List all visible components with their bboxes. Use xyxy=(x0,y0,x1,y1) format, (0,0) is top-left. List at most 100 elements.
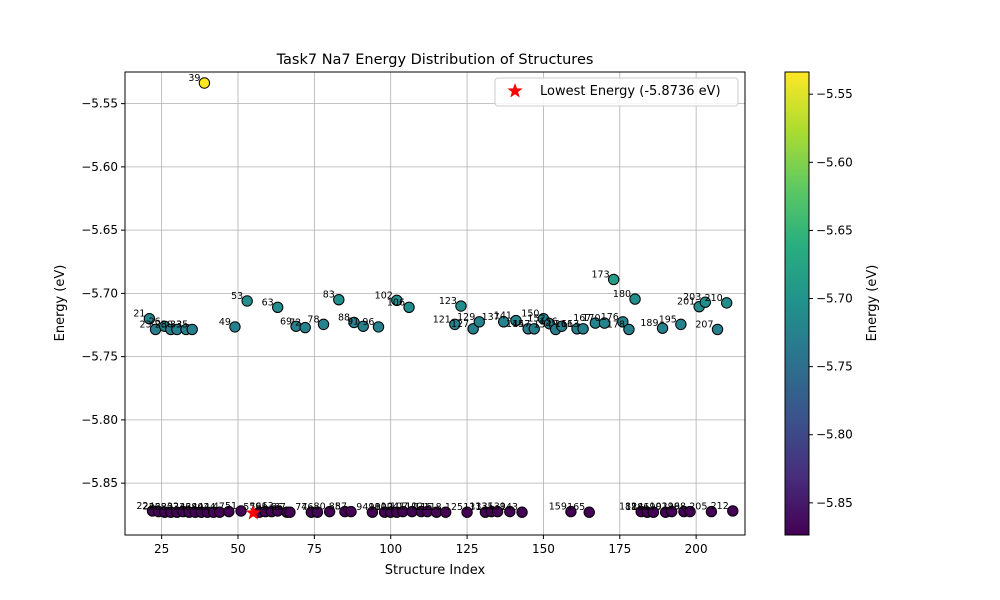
point-label: 115 xyxy=(414,502,432,513)
point-label: 104 xyxy=(381,502,399,513)
x-tick-label: 200 xyxy=(685,542,708,556)
data-points xyxy=(143,77,739,518)
point-label: 121 xyxy=(433,314,451,325)
point-label: 106 xyxy=(387,297,405,308)
point-label: 28 xyxy=(155,319,167,330)
data-point xyxy=(516,506,528,518)
point-label: 141 xyxy=(494,311,512,322)
legend-star-icon xyxy=(507,83,523,98)
point-label: 61 xyxy=(256,502,268,513)
point-label: 112 xyxy=(405,502,423,513)
point-label: 40 xyxy=(191,502,203,513)
x-tick-label: 25 xyxy=(154,542,169,556)
legend-label: Lowest Energy (-5.8736 eV) xyxy=(540,84,721,99)
point-label: 107 xyxy=(390,502,408,513)
point-label: 196 xyxy=(662,502,680,513)
data-point xyxy=(565,505,577,518)
point-label: 180 xyxy=(613,289,631,300)
point-label: 212 xyxy=(711,501,729,512)
colorbar-ticks: −5.85 −5.80 −5.75 −5.70 −5.65 −5.60 −5.55 xyxy=(809,87,853,510)
data-point xyxy=(143,312,156,325)
point-label: 23 xyxy=(139,319,151,330)
data-point xyxy=(229,321,241,333)
data-point xyxy=(317,318,330,331)
data-point xyxy=(223,505,235,518)
colorbar-tick-label: −5.55 xyxy=(816,87,853,101)
x-tick-label: 75 xyxy=(307,542,322,556)
x-tick-label: 150 xyxy=(532,542,555,556)
point-label: 184 xyxy=(625,502,643,513)
point-label: 150 xyxy=(521,309,539,320)
point-label: 135 xyxy=(475,502,493,513)
point-label: 159 xyxy=(549,502,567,513)
point-label: 76 xyxy=(301,502,313,513)
point-label: 24 xyxy=(143,502,155,513)
point-label: 161 xyxy=(555,319,573,330)
point-label: 59 xyxy=(249,502,261,513)
point-label: 30 xyxy=(161,502,173,513)
point-label: 38 xyxy=(185,502,197,513)
point-label: 26 xyxy=(149,502,161,513)
point-label: 91 xyxy=(347,316,359,327)
x-axis-label: Structure Index xyxy=(385,563,486,578)
point-label: 66 xyxy=(271,502,283,513)
point-label: 94 xyxy=(356,502,368,513)
y-tick-label: −5.70 xyxy=(81,286,118,300)
point-label: 123 xyxy=(439,296,457,307)
colorbar-tick-label: −5.65 xyxy=(816,223,853,237)
data-point xyxy=(299,321,311,334)
point-label: 176 xyxy=(601,312,619,323)
point-label: 137 xyxy=(482,312,500,323)
x-tick-label: 50 xyxy=(230,542,245,556)
data-point xyxy=(366,506,379,518)
colorbar xyxy=(784,71,810,536)
data-point xyxy=(656,322,669,334)
point-label: 133 xyxy=(469,502,487,513)
y-axis-ticks: −5.85 −5.80 −5.75 −5.70 −5.65 −5.60 −5.55 xyxy=(81,97,125,490)
data-point xyxy=(598,317,611,329)
point-label: 170 xyxy=(582,313,600,324)
data-point xyxy=(491,505,504,518)
data-point xyxy=(504,505,516,518)
point-label: 125 xyxy=(445,502,463,513)
data-point xyxy=(711,323,724,336)
y-tick-label: −5.75 xyxy=(81,350,118,364)
point-label: 42 xyxy=(197,502,209,513)
point-label: 80 xyxy=(314,502,326,513)
data-point xyxy=(699,296,711,308)
data-point xyxy=(198,77,211,89)
point-label: 195 xyxy=(659,314,677,325)
point-label: 118 xyxy=(424,502,442,513)
legend: Lowest Energy (-5.8736 eV) xyxy=(494,77,739,107)
point-label: 129 xyxy=(457,312,475,323)
point-label: 198 xyxy=(668,502,686,513)
point-label: 28 xyxy=(155,502,167,513)
data-point xyxy=(684,505,696,518)
point-label: 156 xyxy=(540,316,558,327)
point-label: 87 xyxy=(335,502,347,513)
colorbar-tick-label: −5.80 xyxy=(816,428,853,442)
data-point xyxy=(607,273,620,286)
data-point xyxy=(186,323,198,336)
data-point xyxy=(623,323,635,336)
y-tick-label: −5.65 xyxy=(81,223,118,237)
data-point xyxy=(333,294,345,306)
point-label: 192 xyxy=(650,502,668,513)
y-tick-label: −5.55 xyxy=(81,97,118,111)
data-point xyxy=(372,321,385,333)
data-point xyxy=(311,506,324,518)
colorbar-tick-label: −5.70 xyxy=(816,292,853,306)
point-label: 63 xyxy=(262,297,274,308)
point-label: 145 xyxy=(506,319,524,330)
y-tick-label: −5.60 xyxy=(81,160,118,174)
point-label: 32 xyxy=(167,502,179,513)
data-point xyxy=(455,300,467,312)
grid-lines xyxy=(125,72,745,535)
point-label: 152 xyxy=(527,314,545,325)
point-label: 51 xyxy=(225,501,237,512)
data-point xyxy=(629,293,641,305)
data-point xyxy=(675,318,687,331)
point-label: 39 xyxy=(188,73,200,84)
x-tick-label: 175 xyxy=(608,542,631,556)
